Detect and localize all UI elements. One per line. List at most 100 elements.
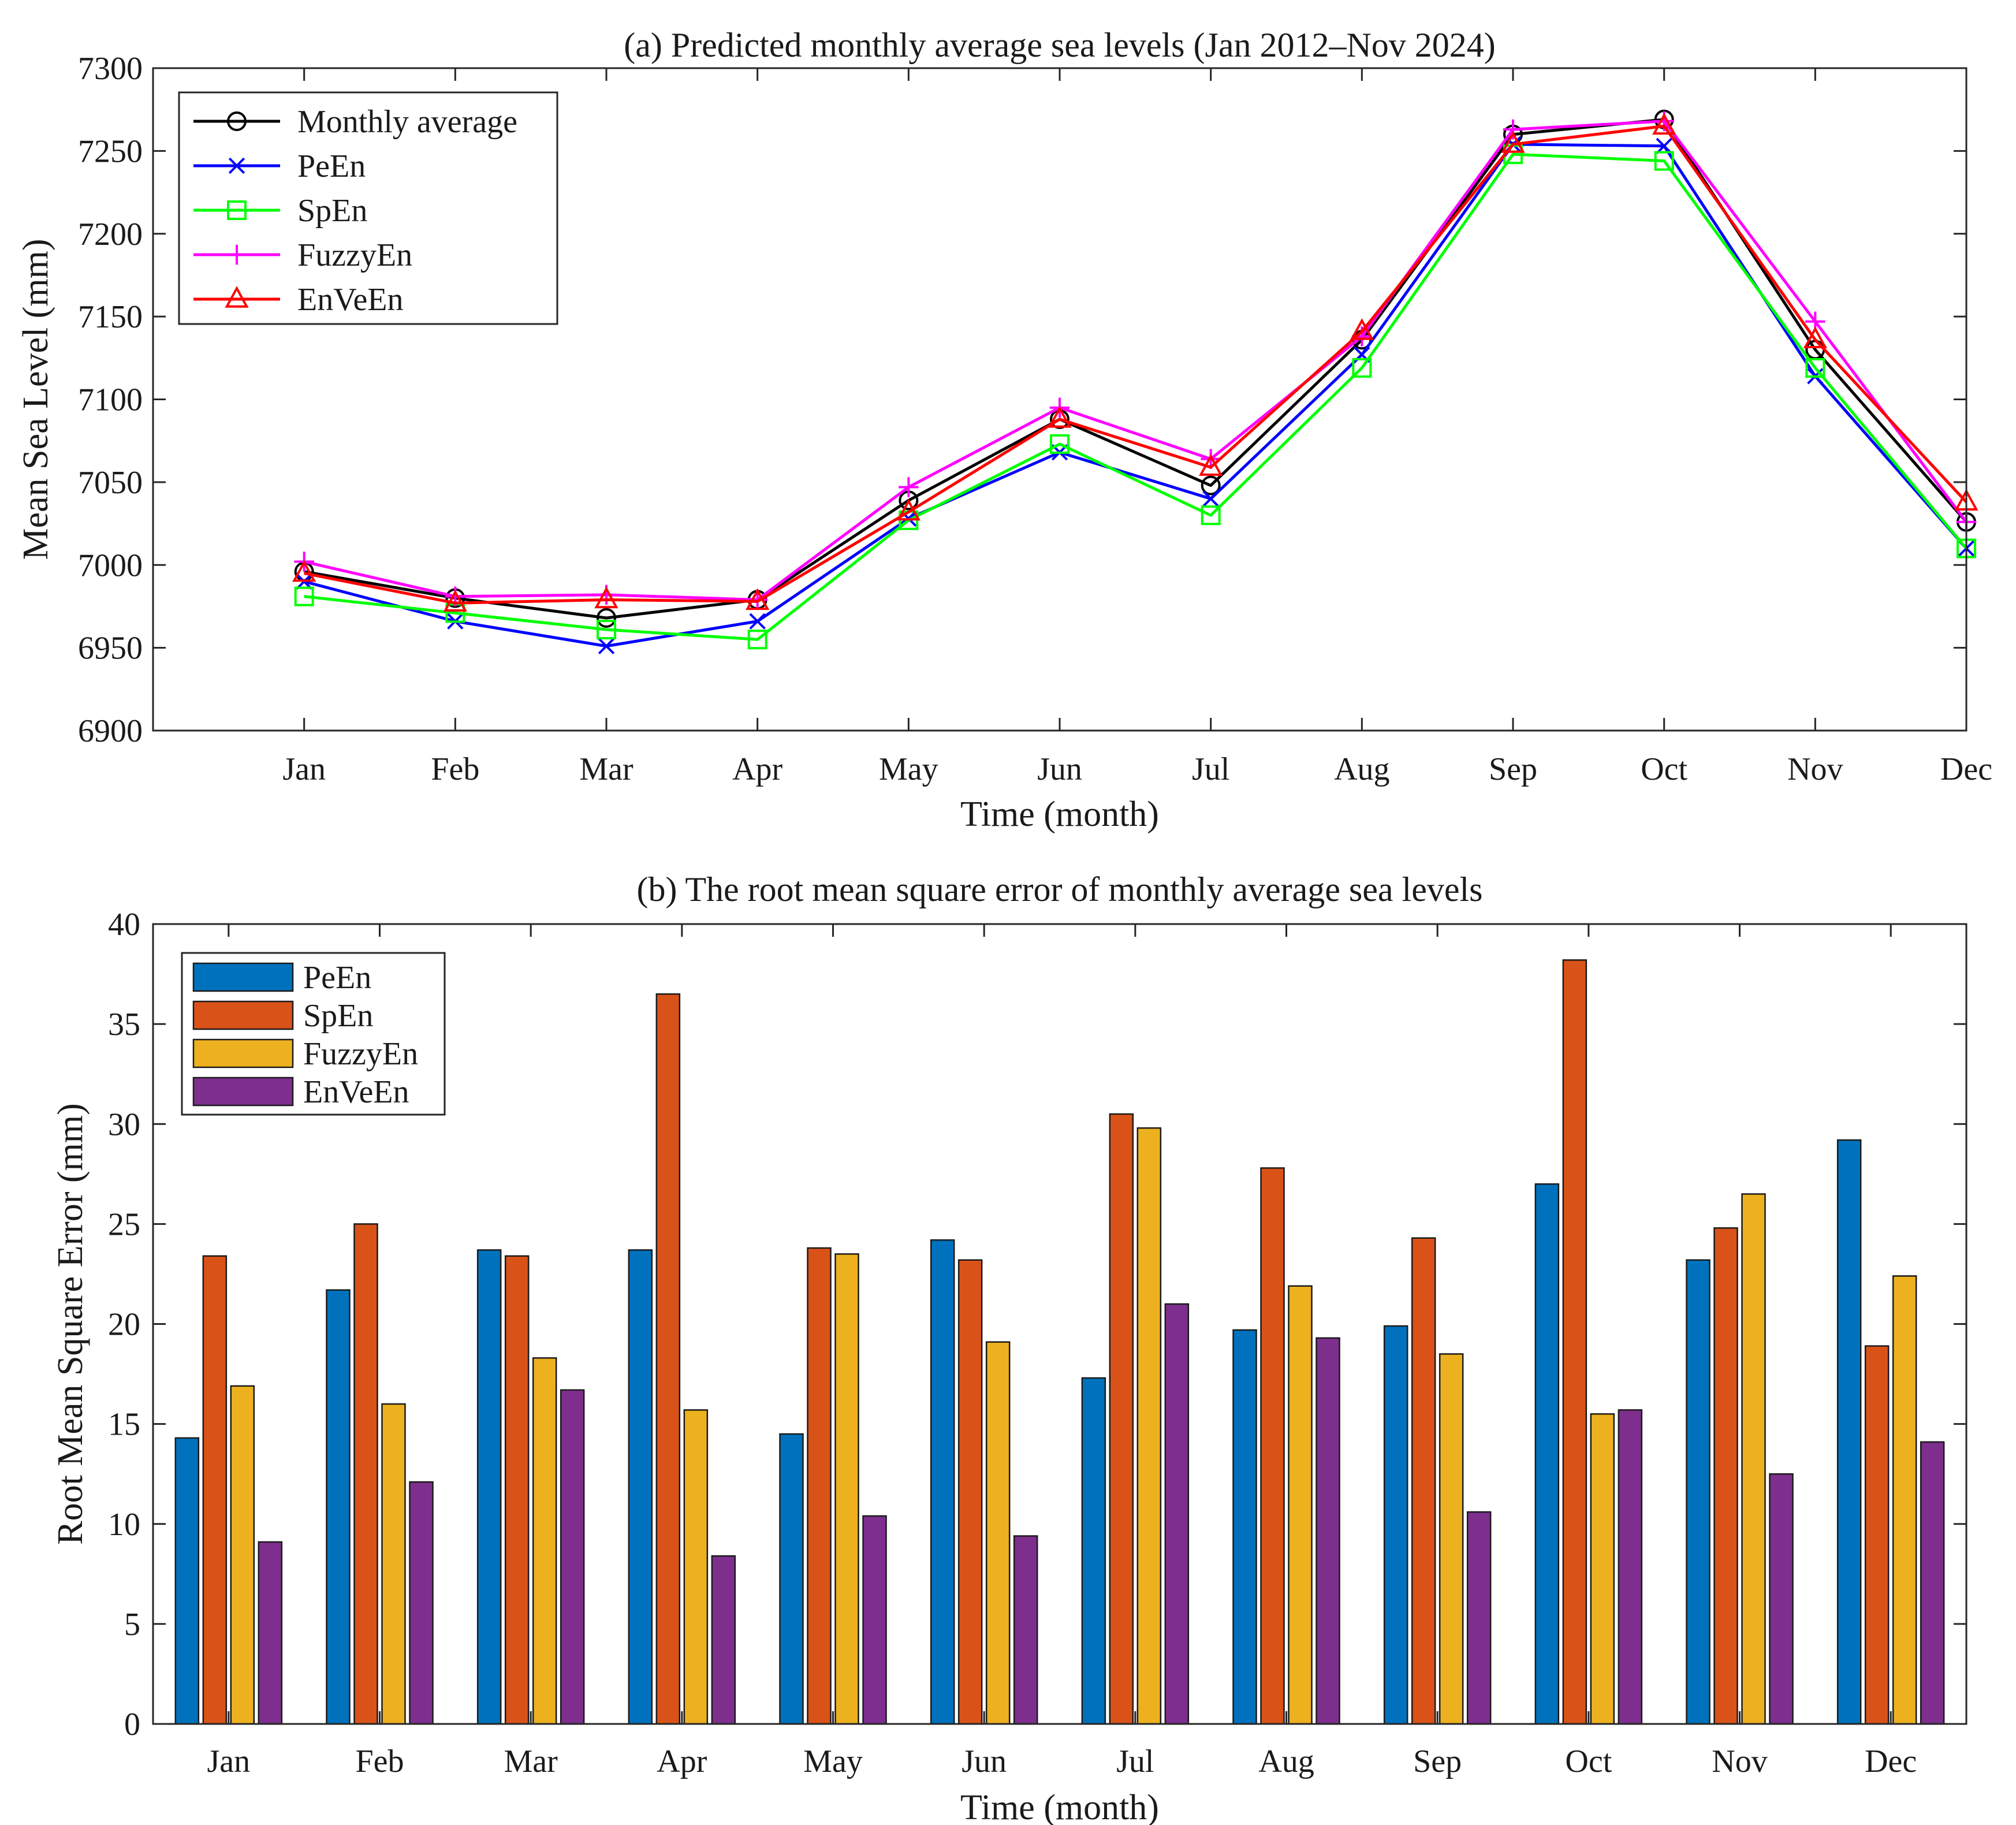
series-line <box>304 118 1967 620</box>
bar <box>1590 1413 1615 1725</box>
y-tick-label: 7100 <box>78 382 143 418</box>
bar <box>1864 1345 1890 1725</box>
bar <box>1534 1183 1560 1725</box>
data-point <box>597 620 616 640</box>
y-tick-label: 7150 <box>78 299 143 335</box>
legend-entry: SpEn <box>192 998 373 1034</box>
data-point <box>1654 151 1674 171</box>
bar-series-spen <box>202 959 1890 1725</box>
data-point <box>443 590 467 612</box>
y-axis-label: Mean Sea Level (mm) <box>16 239 55 560</box>
x-tick-label: Apr <box>732 751 782 787</box>
chart-title: (a) Predicted monthly average sea levels… <box>624 26 1496 64</box>
x-tick-label: Dec <box>1940 751 1992 787</box>
y-tick-label: 20 <box>108 1307 140 1343</box>
x-tick-label: Mar <box>504 1744 558 1779</box>
y-axis-label: Root Mean Square Error (mm) <box>51 1103 90 1544</box>
y-tick-label: 40 <box>108 907 140 943</box>
line-series-enveen <box>292 113 1978 612</box>
bar-series-peen <box>174 1139 1862 1725</box>
legend-box <box>178 91 558 325</box>
legend-entry: FuzzyEn <box>193 237 412 273</box>
y-axis-ticks: 0 5 10 15 20 25 30 35 40 <box>108 907 1966 1742</box>
data-point <box>1805 358 1825 378</box>
x-tick-label: Aug <box>1334 751 1389 787</box>
y-axis-ticks: 6900 6950 7000 7050 7100 7150 7200 7250 7300 <box>78 51 1966 749</box>
x-tick-label: Feb <box>356 1744 404 1779</box>
y-tick-label: 7050 <box>78 465 143 501</box>
bar <box>1136 1127 1162 1725</box>
legend-swatch <box>192 962 294 992</box>
bar <box>230 1385 255 1725</box>
bar <box>1316 1337 1340 1725</box>
legend-entry: PeEn <box>193 148 366 184</box>
data-point <box>292 560 316 582</box>
y-tick-label: 7250 <box>78 133 143 169</box>
bar-chart-panel: (b) The root mean square error of monthl… <box>51 870 1967 1825</box>
series-line <box>304 124 1967 605</box>
x-tick-label: Nov <box>1712 1744 1767 1779</box>
bar <box>1013 1535 1038 1725</box>
legend-marker <box>226 244 247 265</box>
data-point <box>746 588 770 610</box>
bar <box>1741 1193 1766 1725</box>
bar <box>1686 1259 1711 1725</box>
legend-swatch <box>192 1000 294 1030</box>
bar <box>381 1403 406 1725</box>
bar <box>326 1289 351 1725</box>
legend-entry: EnVeEn <box>193 282 404 318</box>
x-axis-ticks: Jan Feb Mar Apr May Jun Jul Aug Sep Oct Nov Dec <box>207 924 1917 1779</box>
bar <box>683 1409 709 1725</box>
x-tick-label: Apr <box>657 1744 707 1779</box>
bar <box>1466 1511 1492 1725</box>
x-tick-label: Oct <box>1641 751 1687 787</box>
x-tick-label: Jul <box>1192 751 1229 787</box>
legend-label: SpEn <box>297 193 367 229</box>
data-point <box>899 477 919 497</box>
bar <box>504 1255 530 1725</box>
bar <box>1439 1353 1464 1725</box>
bar <box>1769 1473 1794 1725</box>
series-line <box>304 152 1967 641</box>
plot-area-frame <box>152 923 1967 1725</box>
data-point <box>1656 137 1672 154</box>
x-tick-label: Jan <box>207 1744 251 1779</box>
bar <box>1562 959 1588 1725</box>
x-tick-label: Jun <box>1037 751 1082 787</box>
bar <box>1836 1139 1862 1725</box>
bar <box>409 1481 434 1725</box>
data-point <box>1503 119 1523 140</box>
x-tick-label: Jan <box>282 751 326 787</box>
bar <box>258 1541 283 1725</box>
data-point <box>747 630 767 650</box>
data-point <box>1199 454 1223 476</box>
y-tick-label: 25 <box>108 1206 140 1242</box>
y-tick-label: 7200 <box>78 217 143 252</box>
data-point <box>597 608 616 628</box>
data-point <box>1048 405 1072 428</box>
bar <box>985 1341 1011 1725</box>
legend-label: SpEn <box>303 998 373 1034</box>
y-tick-label: 35 <box>108 1007 140 1042</box>
bar <box>930 1239 955 1725</box>
series-line <box>304 120 1967 601</box>
bar <box>1713 1227 1738 1725</box>
x-tick-label: Jun <box>962 1744 1007 1779</box>
bar <box>202 1255 228 1725</box>
x-tick-label: Oct <box>1565 1744 1612 1779</box>
line-series-group <box>292 109 1978 654</box>
legend-label: PeEn <box>297 148 366 184</box>
bar-series-fuzzyen <box>230 1127 1917 1725</box>
legend-swatch <box>192 1077 294 1107</box>
x-tick-label: Dec <box>1865 1744 1917 1779</box>
bar <box>1892 1275 1917 1725</box>
data-point <box>1201 505 1221 526</box>
legend-label: FuzzyEn <box>303 1036 418 1072</box>
bar <box>1288 1285 1313 1725</box>
legend-label: EnVeEn <box>303 1074 409 1110</box>
bar <box>1164 1303 1190 1725</box>
x-tick-label: Mar <box>579 751 634 787</box>
bar-series-enveen <box>258 1303 1945 1725</box>
y-tick-label: 7300 <box>78 51 143 87</box>
